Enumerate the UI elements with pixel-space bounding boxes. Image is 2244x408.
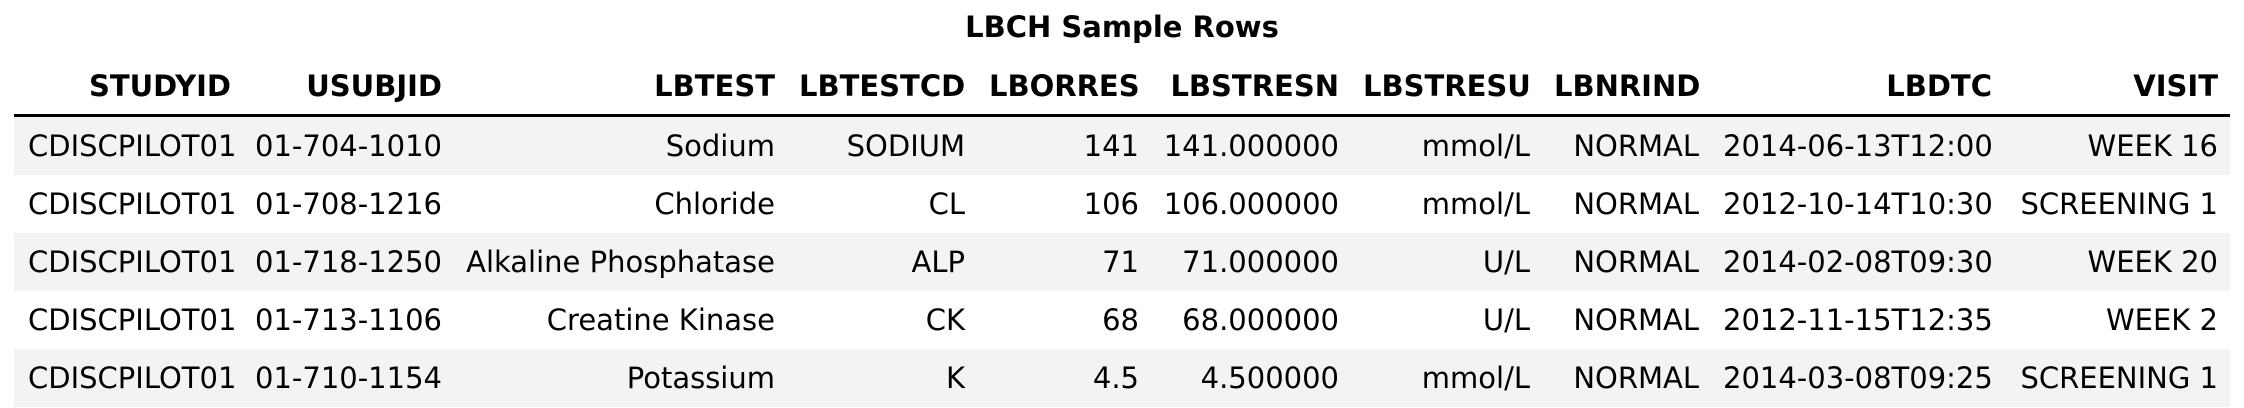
column-header-usubjid: USUBJID bbox=[243, 58, 454, 117]
table-cell-usubjid: 01-704-1010 bbox=[255, 129, 442, 163]
table-cell-lbdtc: 2012-10-14T10:30 bbox=[1723, 187, 1993, 221]
table-cell-lbstresn: 68.000000 bbox=[1182, 303, 1339, 337]
column-header-visit: VISIT bbox=[2004, 58, 2230, 117]
table-cell-studyid: CDISCPILOT01 bbox=[28, 303, 237, 337]
table-cell-lbtestcd: K bbox=[945, 361, 965, 395]
data-table: STUDYID USUBJID LBTEST LBTESTCD LBORRES LBSTR… bbox=[14, 58, 2230, 407]
column-header-lbstresu: LBSTRESU bbox=[1351, 58, 1542, 117]
table-cell-lbnrind: NORMAL bbox=[1573, 187, 1699, 221]
table-cell-lbtest: Alkaline Phosphatase bbox=[466, 245, 775, 279]
table-cell-visit: WEEK 16 bbox=[2087, 129, 2218, 163]
table-cell-usubjid: 01-713-1106 bbox=[255, 303, 442, 337]
table-cell-lborres: 106 bbox=[1083, 187, 1139, 221]
column-header-studyid: STUDYID bbox=[14, 58, 243, 117]
table-cell-lborres: 141 bbox=[1083, 129, 1139, 163]
table-cell-studyid: CDISCPILOT01 bbox=[28, 187, 237, 221]
table-cell-lbtestcd: CL bbox=[928, 187, 965, 221]
table-cell-studyid: CDISCPILOT01 bbox=[28, 361, 237, 395]
table-title: LBCH Sample Rows bbox=[965, 10, 1279, 44]
table-cell-lborres: 4.5 bbox=[1092, 361, 1139, 395]
table-row: CDISCPILOT01 01-710-1154 Potassium K 4.5 4.50… bbox=[14, 349, 2230, 407]
table-cell-lbtestcd: SODIUM bbox=[846, 129, 965, 163]
table-cell-lbstresn: 141.000000 bbox=[1163, 129, 1339, 163]
column-header-lbtest: LBTEST bbox=[454, 58, 787, 117]
table-cell-lbdtc: 2012-11-15T12:35 bbox=[1723, 303, 1993, 337]
column-header-lbtestcd: LBTESTCD bbox=[787, 58, 977, 117]
table-cell-lbstresn: 106.000000 bbox=[1163, 187, 1339, 221]
table-cell-lbnrind: NORMAL bbox=[1573, 303, 1699, 337]
table-row: CDISCPILOT01 01-704-1010 Sodium SODIUM 141 14… bbox=[14, 115, 2230, 175]
table-cell-lbtest: Potassium bbox=[626, 361, 775, 395]
table-row: CDISCPILOT01 01-708-1216 Chloride CL 106 106.… bbox=[14, 175, 2230, 233]
table-cell-visit: SCREENING 1 bbox=[2020, 187, 2218, 221]
table-cell-lbtest: Creatine Kinase bbox=[546, 303, 775, 337]
table-cell-lbtestcd: ALP bbox=[911, 245, 965, 279]
column-header-lbnrind: LBNRIND bbox=[1542, 58, 1711, 117]
table-cell-studyid: CDISCPILOT01 bbox=[28, 129, 237, 163]
table-row: CDISCPILOT01 01-718-1250 Alkaline Phosphat… bbox=[14, 233, 2230, 291]
table-cell-lbdtc: 2014-03-08T09:25 bbox=[1723, 361, 1993, 395]
table-cell-lbstresu: mmol/L bbox=[1421, 361, 1530, 395]
table-cell-lbstresu: U/L bbox=[1482, 303, 1530, 337]
table-cell-lbtest: Sodium bbox=[665, 129, 775, 163]
table-cell-visit: WEEK 20 bbox=[2087, 245, 2218, 279]
column-header-lborres: LBORRES bbox=[977, 58, 1151, 117]
table-cell-lborres: 71 bbox=[1102, 245, 1139, 279]
table-cell-lbnrind: NORMAL bbox=[1573, 129, 1699, 163]
table-cell-usubjid: 01-708-1216 bbox=[255, 187, 442, 221]
table-cell-lbdtc: 2014-06-13T12:00 bbox=[1723, 129, 1993, 163]
table-cell-lbnrind: NORMAL bbox=[1573, 361, 1699, 395]
table-cell-lbstresu: U/L bbox=[1482, 245, 1530, 279]
table-cell-lborres: 68 bbox=[1102, 303, 1139, 337]
column-header-lbstresn: LBSTRESN bbox=[1151, 58, 1351, 117]
table-body: CDISCPILOT01 01-704-1010 Sodium SODIUM 141 14… bbox=[14, 115, 2230, 407]
table-cell-usubjid: 01-710-1154 bbox=[255, 361, 442, 395]
table-cell-lbstresn: 71.000000 bbox=[1182, 245, 1339, 279]
header-row: STUDYID USUBJID LBTEST LBTESTCD LBORRES LBSTR… bbox=[14, 58, 2230, 117]
table-row: CDISCPILOT01 01-713-1106 Creatine Kinase CK… bbox=[14, 291, 2230, 349]
table-cell-lbtest: Chloride bbox=[654, 187, 775, 221]
table-cell-visit: WEEK 2 bbox=[2105, 303, 2218, 337]
table-cell-lbstresu: mmol/L bbox=[1421, 129, 1530, 163]
table-cell-usubjid: 01-718-1250 bbox=[255, 245, 442, 279]
table-cell-lbnrind: NORMAL bbox=[1573, 245, 1699, 279]
table-header: STUDYID USUBJID LBTEST LBTESTCD LBORRES LBSTR… bbox=[14, 58, 2230, 117]
table-cell-lbstresn: 4.500000 bbox=[1200, 361, 1339, 395]
table-cell-studyid: CDISCPILOT01 bbox=[28, 245, 237, 279]
table-cell-lbstresu: mmol/L bbox=[1421, 187, 1530, 221]
column-header-lbdtc: LBDTC bbox=[1711, 58, 2004, 117]
table-cell-visit: SCREENING 1 bbox=[2020, 361, 2218, 395]
table-cell-lbdtc: 2014-02-08T09:30 bbox=[1723, 245, 1993, 279]
table-cell-lbtestcd: CK bbox=[925, 303, 965, 337]
